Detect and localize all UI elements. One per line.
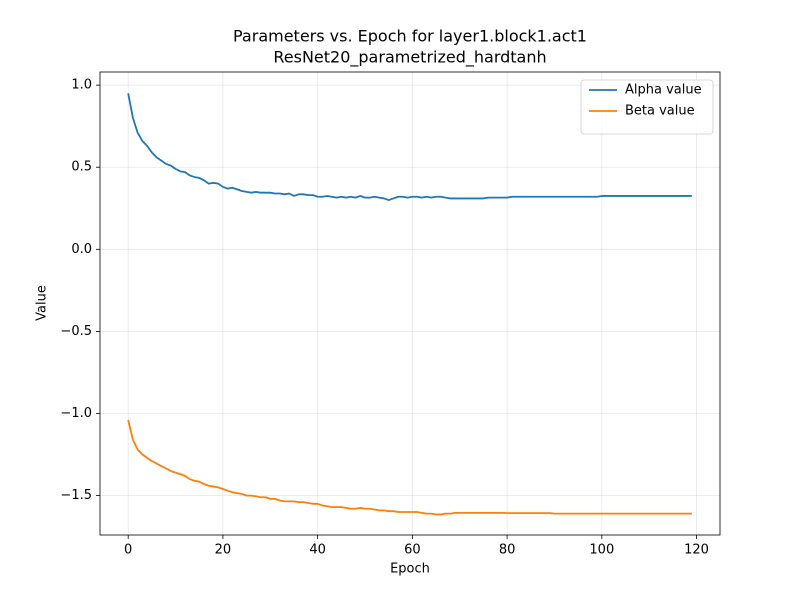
y-tick-label: 1.0 bbox=[71, 78, 92, 93]
x-tick-label: 0 bbox=[124, 543, 132, 558]
y-tick-label: 0.0 bbox=[71, 242, 92, 257]
x-tick-label: 40 bbox=[309, 543, 326, 558]
x-tick-label: 20 bbox=[215, 543, 232, 558]
y-tick-label: −1.5 bbox=[60, 488, 92, 503]
x-tick-label: 60 bbox=[404, 543, 421, 558]
y-axis-label: Value bbox=[35, 285, 50, 321]
x-tick-label: 120 bbox=[684, 543, 709, 558]
data-line bbox=[127, 419, 692, 516]
data-line bbox=[127, 93, 692, 201]
x-axis-label: Epoch bbox=[390, 562, 430, 577]
x-tick-label: 100 bbox=[589, 543, 614, 558]
legend-label: Beta value bbox=[625, 104, 695, 119]
chart-title: Parameters vs. Epoch for layer1.block1.a… bbox=[233, 27, 587, 46]
x-tick-label: 80 bbox=[499, 543, 516, 558]
legend-label: Alpha value bbox=[625, 83, 702, 98]
y-tick-label: −1.0 bbox=[60, 406, 92, 421]
chart-subtitle: ResNet20_parametrized_hardtanh bbox=[273, 48, 546, 68]
plot-frame bbox=[99, 71, 721, 536]
y-tick-label: −0.5 bbox=[60, 324, 92, 339]
y-tick-label: 0.5 bbox=[71, 160, 92, 175]
legend-box bbox=[580, 79, 714, 135]
